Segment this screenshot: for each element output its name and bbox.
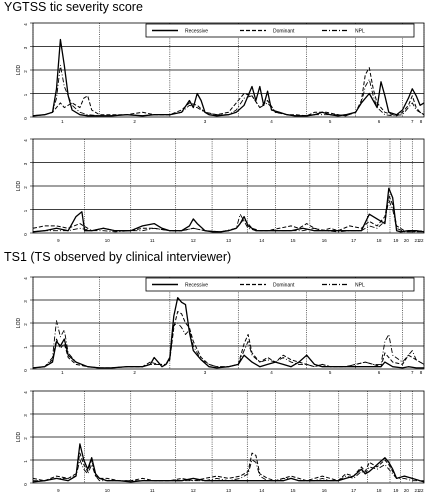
chromosome-label: 11 — [150, 238, 155, 243]
y-axis-label: LOD — [16, 180, 22, 191]
series-line-recessive — [32, 38, 425, 117]
chromosome-label: 14 — [259, 488, 265, 493]
y-axis-label: LOD — [16, 431, 22, 442]
y-tick-label: 2 — [23, 70, 28, 73]
chromosome-label: 20 — [404, 488, 410, 493]
chromosome-label: 7 — [411, 370, 414, 375]
series-line-recessive — [32, 443, 425, 483]
chromosome-label: 6 — [378, 119, 381, 124]
y-tick-label: 1 — [23, 209, 28, 212]
chromosome-label: 8 — [420, 370, 423, 375]
section-title-ygtss: YGTSS tic severity score — [4, 0, 143, 14]
chromosome-label: 8 — [420, 119, 423, 124]
y-tick-label: 2 — [23, 323, 28, 326]
chromosome-label: 11 — [150, 488, 155, 493]
chromosome-label: 6 — [378, 370, 381, 375]
series-line-npl — [33, 459, 425, 483]
legend-label-recessive: Recessive — [185, 282, 208, 288]
y-tick-label: 0 — [23, 483, 28, 486]
chromosome-label: 17 — [351, 488, 357, 493]
chromosome-label: 19 — [393, 238, 399, 243]
y-tick-label: 3 — [23, 46, 28, 49]
chromosome-label: 3 — [204, 370, 207, 375]
series-line-dominant — [32, 311, 425, 369]
series-line-recessive — [32, 297, 424, 369]
chromosome-label: 10 — [105, 238, 111, 243]
y-tick-label: 4 — [23, 391, 28, 394]
y-tick-label: 2 — [23, 186, 28, 189]
chromosome-label: 20 — [404, 238, 410, 243]
chromosome-label: 5 — [329, 370, 332, 375]
chromosome-label: 9 — [57, 238, 60, 243]
chromosome-label: 4 — [270, 119, 273, 124]
series-line-npl — [32, 64, 425, 117]
y-tick-label: 0 — [23, 117, 28, 120]
y-tick-label: 4 — [23, 23, 28, 26]
chromosome-label: 18 — [377, 488, 383, 493]
series-line-npl — [32, 199, 424, 233]
chromosome-label: 12 — [191, 488, 197, 493]
y-tick-label: 3 — [23, 300, 28, 303]
y-axis-label: LOD — [16, 64, 22, 75]
y-tick-label: 1 — [23, 93, 28, 96]
chromosome-label: 3 — [204, 119, 207, 124]
chromosome-label: 2 — [133, 370, 136, 375]
chromosome-label: 22 — [418, 238, 424, 243]
legend-label-recessive: Recessive — [185, 28, 208, 34]
chromosome-label: 2 — [133, 119, 136, 124]
chromosome-label: 14 — [259, 238, 265, 243]
chromosome-label: 7 — [411, 119, 414, 124]
chromosome-label: 16 — [322, 238, 328, 243]
chromosome-label: 21 — [414, 238, 420, 243]
chromosome-label: 1 — [61, 370, 64, 375]
y-tick-label: 2 — [23, 437, 28, 440]
chromosome-label: 13 — [226, 238, 232, 243]
chromosome-label: 22 — [418, 488, 424, 493]
section-title-ts1: TS1 (TS observed by clinical interviewer… — [4, 250, 232, 264]
chromosome-label: 5 — [329, 119, 332, 124]
legend-box — [145, 277, 415, 292]
chromosome-label: 12 — [191, 238, 197, 243]
y-tick-label: 0 — [23, 233, 28, 236]
chromosome-label: 4 — [270, 370, 273, 375]
chromosome-label: 1 — [61, 119, 64, 124]
legend-label-npl: NPL — [355, 282, 365, 288]
chromosome-label: 15 — [291, 488, 297, 493]
series-line-dominant — [32, 452, 424, 482]
chromosome-label: 16 — [322, 488, 328, 493]
series-line-dominant — [32, 194, 425, 233]
y-tick-label: 3 — [23, 414, 28, 417]
y-tick-label: 3 — [23, 162, 28, 165]
chromosome-label: 17 — [351, 238, 357, 243]
y-tick-label: 1 — [23, 346, 28, 349]
legend-label-npl: NPL — [355, 28, 365, 34]
series-line-npl — [32, 320, 425, 369]
legend-label-dominant: Dominant — [273, 282, 295, 288]
y-tick-label: 0 — [23, 369, 28, 372]
y-tick-label: 4 — [23, 139, 28, 142]
series-line-recessive — [32, 187, 425, 233]
chromosome-label: 9 — [57, 488, 60, 493]
chromosome-label: 13 — [226, 488, 232, 493]
chromosome-label: 21 — [414, 488, 420, 493]
y-axis-label: LOD — [16, 317, 22, 328]
legend-box — [145, 23, 415, 38]
legend-label-dominant: Dominant — [273, 28, 295, 34]
chromosome-label: 18 — [377, 238, 383, 243]
series-line-dominant — [32, 67, 425, 117]
chromosome-label: 19 — [393, 488, 399, 493]
chromosome-label: 15 — [291, 238, 297, 243]
y-tick-label: 4 — [23, 277, 28, 280]
y-tick-label: 1 — [23, 460, 28, 463]
chromosome-label: 10 — [105, 488, 111, 493]
